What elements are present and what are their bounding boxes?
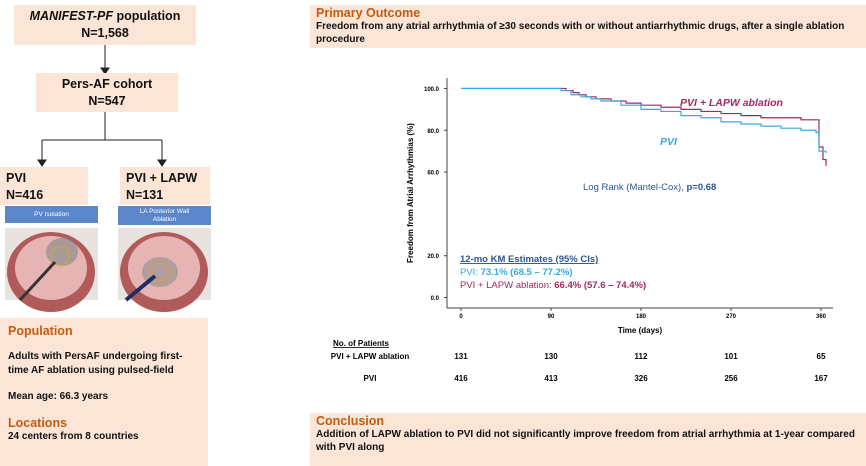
outcome-text: Freedom from any atrial arrhythmia of ≥3…	[316, 20, 860, 46]
population-n: N=1,568	[81, 26, 129, 40]
arm-n: N=416	[6, 188, 43, 202]
risk-count: 131	[454, 352, 468, 361]
estimate-label: PVI:	[460, 267, 481, 278]
km-chart: 100.0 80.0 60.0 20.0 0.0 0 90 180 270 360 Time (da…	[331, 78, 833, 383]
risk-row-label: PVI	[364, 374, 377, 383]
population-suffix: population	[113, 9, 180, 23]
x-tick-label: 0	[459, 314, 463, 320]
risk-count: 101	[724, 352, 738, 361]
estimates-title: 12-mo KM Estimates (95% CIs)	[460, 254, 598, 265]
procedure-label: LA Posterior Wall Ablation	[118, 206, 211, 225]
conclusion-panel: Conclusion Addition of LAPW ablation to …	[310, 413, 866, 466]
y-tick-label: 20.0	[427, 254, 439, 260]
x-tick-label: 360	[816, 314, 827, 320]
y-tick-label: 80.0	[427, 129, 439, 135]
y-tick-label: 100.0	[424, 87, 440, 93]
panel-title: Locations	[8, 416, 200, 430]
risk-count: 65	[817, 352, 826, 361]
arm-label: PVI	[6, 171, 26, 185]
illustration-lapw	[118, 228, 211, 312]
log-rank: Log Rank (Mantel-Cox), p=0.68	[583, 182, 716, 193]
series-label: PVI + LAPW ablation	[680, 97, 783, 109]
x-axis-label: Time (days)	[618, 326, 663, 335]
y-tick-label: 60.0	[427, 171, 439, 177]
outcome-panel: Primary Outcome Freedom from any atrial …	[310, 5, 866, 48]
risk-count: 112	[635, 352, 648, 361]
cohort-label: Pers-AF cohort	[62, 77, 152, 91]
study-name: MANIFEST-PF	[30, 9, 113, 23]
panel-title: Conclusion	[316, 415, 860, 428]
illustration-pvi	[5, 228, 98, 312]
risk-count: 416	[454, 374, 468, 383]
estimate-label: PVI + LAPW ablation:	[460, 280, 554, 291]
y-axis-label: Freedom from Atrial Arrhythmias (%)	[406, 123, 415, 263]
population-description: Adults with PersAF undergoing first-time…	[8, 350, 200, 378]
cohort-n: N=547	[88, 94, 125, 108]
p-value: p=0.68	[686, 182, 716, 193]
conclusion-text: Addition of LAPW ablation to PVI did not…	[316, 428, 860, 454]
log-rank-label: Log Rank (Mantel-Cox),	[583, 182, 686, 193]
arm-box: PVI N=416	[0, 167, 88, 205]
estimate-value: 66.4% (57.6 – 74.4%)	[554, 280, 646, 291]
risk-count: 167	[814, 374, 828, 383]
population-panel: Population Adults with PersAF undergoing…	[0, 318, 208, 466]
estimate-value: 73.1% (68.5 – 77.2%)	[481, 267, 573, 278]
arm-label: PVI + LAPW	[126, 171, 197, 185]
estimate-row: PVI: 73.1% (68.5 – 77.2%)	[460, 267, 573, 278]
x-tick-label: 90	[548, 314, 555, 320]
risk-row-label: PVI + LAPW ablation	[331, 352, 410, 361]
population-box: MANIFEST-PF population N=1,568	[14, 5, 196, 45]
risk-count: 256	[724, 374, 738, 383]
panel-title: Primary Outcome	[316, 7, 860, 20]
y-tick-label: 0.0	[431, 296, 440, 302]
procedure-label: PV Isolation	[5, 206, 98, 223]
risk-count: 413	[544, 374, 558, 383]
estimate-row: PVI + LAPW ablation: 66.4% (57.6 – 74.4%…	[460, 280, 646, 291]
series-label: PVI	[660, 136, 678, 148]
locations: 24 centers from 8 countries	[8, 430, 200, 444]
cohort-box: Pers-AF cohort N=547	[36, 73, 178, 112]
risk-count: 326	[634, 374, 648, 383]
risk-table-title: No. of Patients	[333, 339, 390, 348]
page: 100.0 80.0 60.0 20.0 0.0 0 90 180 270 360 Time (da…	[0, 0, 866, 466]
arm-n: N=131	[126, 188, 163, 202]
x-tick-label: 180	[636, 314, 647, 320]
panel-title: Population	[8, 324, 200, 338]
mean-age: Mean age: 66.3 years	[8, 390, 200, 404]
x-tick-label: 270	[726, 314, 737, 320]
risk-count: 130	[544, 352, 558, 361]
arm-box: PVI + LAPW N=131	[120, 167, 210, 205]
